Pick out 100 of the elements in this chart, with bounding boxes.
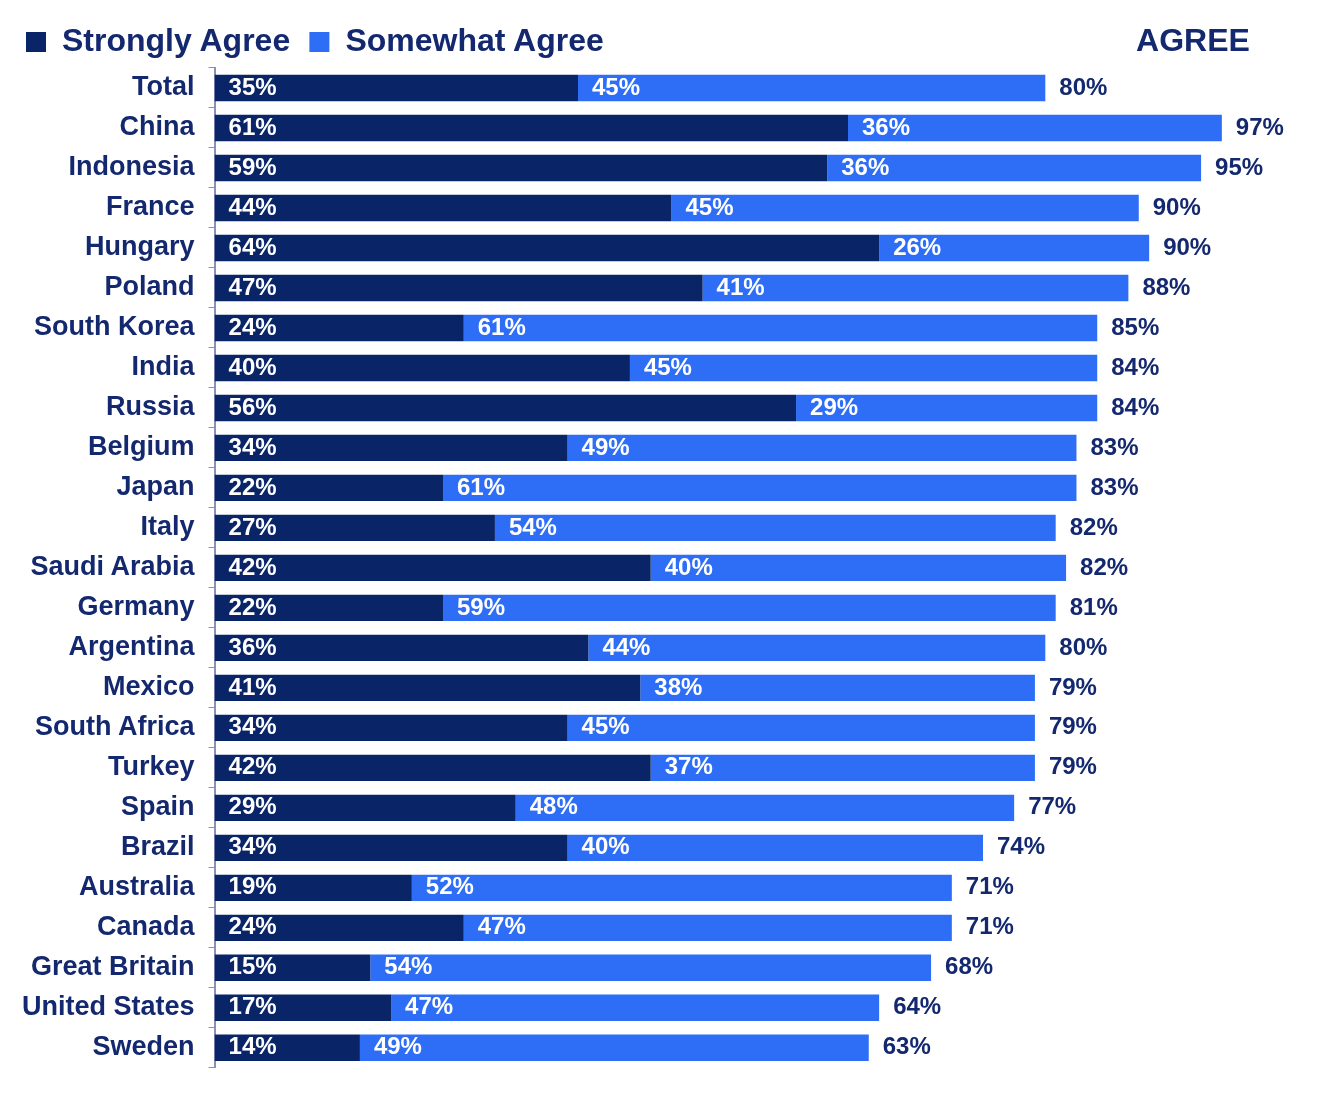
data-label: 19% (228, 872, 277, 900)
y-tick-label: United States (21, 991, 195, 1022)
data-label: 49% (373, 1032, 422, 1060)
y-tick-label: Italy (140, 511, 195, 542)
data-label: 42% (228, 752, 277, 780)
data-label: 35% (228, 72, 277, 100)
bar (214, 314, 464, 342)
data-label: 41% (228, 672, 277, 700)
bar (588, 634, 1046, 662)
bar (515, 794, 1015, 822)
total-label: 82% (1080, 552, 1129, 580)
bar (463, 914, 952, 942)
y-tick-label: India (131, 351, 196, 382)
bar (214, 914, 464, 942)
data-label: 47% (405, 992, 454, 1020)
data-label: 40% (581, 832, 630, 860)
total-label: 79% (1048, 752, 1097, 780)
data-label: 29% (228, 792, 277, 820)
bar (494, 514, 1056, 542)
bar (214, 794, 516, 822)
data-label: 41% (716, 272, 765, 300)
total-label: 74% (997, 832, 1046, 860)
data-label: 54% (384, 952, 433, 980)
data-label: 34% (228, 832, 277, 860)
legend-title: AGREE (1136, 21, 1250, 58)
bar (827, 154, 1202, 182)
bar (214, 154, 828, 182)
y-tick-label: Poland (104, 271, 195, 302)
data-label: 45% (581, 712, 630, 740)
data-label: 24% (228, 912, 277, 940)
total-label: 83% (1090, 472, 1139, 500)
y-tick-label: Spain (121, 791, 195, 822)
y-tick-label: Japan (116, 471, 195, 502)
total-label: 83% (1090, 432, 1139, 460)
y-tick-label: Argentina (68, 631, 196, 662)
total-label: 63% (882, 1032, 931, 1060)
data-label: 17% (228, 992, 277, 1020)
bar (650, 554, 1067, 582)
data-label: 59% (228, 152, 277, 180)
bar (567, 834, 983, 862)
data-label: 40% (664, 552, 713, 580)
y-tick-label: South Korea (34, 311, 196, 342)
bar (214, 714, 568, 742)
bar (463, 314, 1098, 342)
total-label: 79% (1048, 672, 1097, 700)
bar (214, 674, 641, 702)
data-label: 36% (862, 112, 911, 140)
y-tick-label: South Africa (35, 711, 196, 742)
total-label: 80% (1059, 72, 1108, 100)
y-tick-label: Mexico (102, 671, 195, 702)
bar (214, 434, 568, 462)
total-label: 80% (1059, 632, 1108, 660)
data-label: 52% (425, 872, 474, 900)
data-label: 61% (457, 472, 506, 500)
y-tick-label: Saudi Arabia (30, 551, 196, 582)
data-label: 45% (685, 192, 734, 220)
data-label: 56% (228, 392, 277, 420)
data-label: 45% (592, 72, 641, 100)
data-label: 34% (228, 712, 277, 740)
bar (214, 234, 880, 262)
bar (443, 474, 1077, 502)
bar (671, 194, 1139, 222)
data-label: 34% (228, 432, 277, 460)
total-label: 77% (1028, 792, 1077, 820)
data-label: 22% (228, 472, 277, 500)
y-tick-label: China (119, 111, 196, 142)
bar (214, 554, 651, 582)
data-label: 59% (457, 592, 506, 620)
bar (214, 834, 568, 862)
bar (214, 514, 495, 542)
total-label: 79% (1048, 712, 1097, 740)
data-label: 47% (228, 272, 277, 300)
data-label: 24% (228, 312, 277, 340)
bar (879, 234, 1150, 262)
bar (214, 74, 578, 102)
bar (391, 994, 880, 1022)
data-label: 27% (228, 512, 277, 540)
bar (214, 634, 589, 662)
bar (848, 114, 1222, 142)
data-label: 14% (228, 1032, 277, 1060)
bar (567, 714, 1035, 742)
bar (796, 394, 1098, 422)
data-label: 42% (228, 552, 277, 580)
total-label: 64% (893, 992, 942, 1020)
legend-label: Strongly Agree (62, 21, 291, 58)
data-label: 15% (228, 952, 277, 980)
data-label: 38% (654, 672, 703, 700)
bar (702, 274, 1129, 302)
data-label: 26% (893, 232, 942, 260)
total-label: 71% (965, 912, 1014, 940)
total-label: 82% (1069, 512, 1118, 540)
data-label: 29% (810, 392, 859, 420)
bar (411, 874, 952, 902)
bar (214, 274, 703, 302)
bar (214, 194, 672, 222)
bar (214, 594, 443, 622)
y-tick-label: Russia (105, 391, 196, 422)
y-tick-label: Great Britain (30, 951, 195, 982)
bar (214, 474, 443, 502)
data-label: 22% (228, 592, 277, 620)
